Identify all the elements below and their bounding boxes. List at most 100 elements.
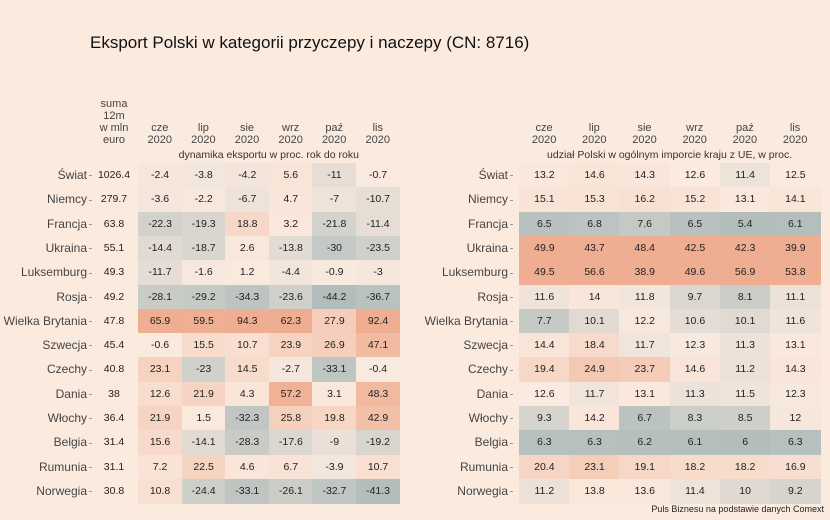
heatmap-cell: 10.8: [138, 478, 183, 504]
heatmap-cell: -3.9: [312, 454, 357, 480]
heatmap-cell: 26.9: [312, 333, 357, 358]
heatmap-cell: 10.1: [569, 308, 620, 334]
heatmap-cell: -11.4: [356, 211, 401, 237]
row-label-text: Francja: [467, 216, 508, 231]
heatmap-cell: 18.4: [569, 333, 620, 358]
sum-value: 45.4: [103, 339, 125, 352]
heatmap-cell: 14.4: [519, 333, 570, 358]
heatmap-cell: 24.9: [569, 357, 620, 383]
tick-mark: [89, 418, 92, 420]
heatmap-cell: 14.2: [569, 406, 620, 431]
column-year: 2020: [682, 134, 707, 146]
column-year: 2020: [147, 134, 173, 146]
heatmap-cell: 7.6: [619, 211, 671, 237]
heatmap-cell: 92.4: [356, 308, 401, 334]
row-label-text: Świat: [57, 168, 87, 182]
column-year: 2020: [582, 134, 607, 146]
heatmap-cell: -11.7: [138, 260, 183, 285]
tick-mark: [89, 296, 92, 298]
heatmap-cell: 18.8: [225, 211, 270, 237]
heatmap-cell: 15.2: [669, 187, 721, 213]
heatmap-cell: 59.5: [181, 308, 226, 334]
heatmap-cell: 12.6: [669, 163, 721, 188]
heatmap-cell: 11.7: [569, 381, 620, 407]
tick-mark: [89, 199, 92, 201]
row-label-text: Dania: [55, 386, 87, 401]
row-label-text: Włochy: [47, 411, 87, 425]
heatmap-cell: 6: [719, 430, 771, 456]
heatmap-cell: -1.6: [181, 260, 226, 285]
heatmap-cell: 14.6: [669, 357, 721, 383]
heatmap-cell: 6.7: [268, 454, 313, 480]
column-year: 2020: [632, 134, 657, 146]
heatmap-cell: -3.6: [138, 187, 183, 213]
heatmap-cell: 18.2: [669, 454, 721, 480]
column-month: cze: [151, 122, 169, 134]
heatmap-cell: 6.1: [669, 430, 721, 456]
heatmap-cell: 49.9: [519, 235, 570, 261]
heatmap-cell: -34.3: [225, 284, 270, 310]
heatmap-cell: 42.5: [669, 235, 721, 261]
sum-value: 1026.4: [97, 169, 131, 181]
heatmap-cell: 11.4: [669, 478, 721, 504]
heatmap-cell: 11.7: [619, 333, 671, 358]
row-label: Norwegia: [457, 484, 513, 498]
row-label: Niemcy: [468, 192, 513, 206]
heatmap-cell: 9.3: [519, 406, 570, 431]
heatmap-cell: 12.6: [519, 381, 570, 407]
column-month: wrz: [686, 122, 704, 134]
heatmap-cell: -29.2: [181, 284, 226, 310]
column-month: paź: [325, 122, 344, 134]
column-year: 2020: [732, 134, 758, 146]
heatmap-cell: 5.4: [719, 211, 771, 237]
tick-mark: [510, 345, 513, 347]
column-header: lis 2020: [356, 122, 400, 146]
column-month: sie: [239, 122, 255, 134]
heatmap-cell: 10.6: [669, 308, 721, 334]
column-month: lis: [372, 122, 383, 134]
column-year: 2020: [191, 134, 216, 146]
row-label: Dania: [477, 387, 513, 401]
heatmap-cell: -3.8: [181, 163, 226, 188]
row-label: Szwecja: [463, 338, 513, 352]
tick-mark: [89, 175, 92, 177]
row-label-text: Włochy: [468, 411, 508, 425]
heatmap-cell: -2.7: [268, 357, 313, 383]
heatmap-cell: -17.6: [268, 430, 313, 456]
heatmap-cell: 38.9: [619, 260, 671, 285]
tick-mark: [510, 491, 513, 493]
tick-mark: [89, 491, 92, 493]
heatmap-cell: 25.8: [268, 406, 313, 431]
heatmap-cell: -41.3: [356, 478, 401, 504]
heatmap-cell: 27.9: [312, 308, 357, 334]
heatmap-cell: 11.8: [619, 284, 671, 310]
sum-value: 47.8: [103, 314, 125, 327]
column-month: paź: [736, 122, 754, 134]
heatmap-cell: 8.1: [719, 284, 771, 310]
heatmap-cell: 14: [569, 284, 620, 310]
tick-mark: [89, 272, 92, 274]
heatmap-cell: 10.1: [719, 308, 771, 334]
row-label: Norwegia: [36, 484, 92, 498]
chart-title: Eksport Polski w kategorii przyczepy i n…: [90, 33, 530, 52]
heatmap-cell: 14.6: [569, 163, 620, 188]
heatmap-cell: 13.8: [569, 478, 620, 504]
row-label-text: Dania: [476, 386, 508, 401]
heatmap-cell: 21.9: [138, 406, 183, 431]
heatmap-cell: 65.9: [138, 308, 183, 334]
sum-value: 40.8: [103, 363, 125, 376]
column-header: lip 2020: [569, 122, 619, 146]
heatmap-cell: -19.2: [356, 430, 401, 456]
row-label-text: Wielka Brytania: [3, 313, 87, 328]
heatmap-cell: 6.3: [770, 430, 821, 456]
heatmap-cell: -2.2: [181, 187, 226, 213]
sum-value: 38: [108, 387, 120, 400]
panel-subtitle: dynamika eksportu w proc. rok do roku: [178, 149, 359, 161]
heatmap-cell: 6.5: [669, 211, 721, 237]
heatmap-cell: 43.7: [569, 235, 620, 261]
row-label: Ukraina: [46, 241, 92, 255]
column-header: cze 2020: [519, 122, 569, 146]
tick-mark: [510, 199, 513, 201]
heatmap-cell: 20.4: [519, 454, 570, 480]
tick-mark: [89, 321, 92, 323]
